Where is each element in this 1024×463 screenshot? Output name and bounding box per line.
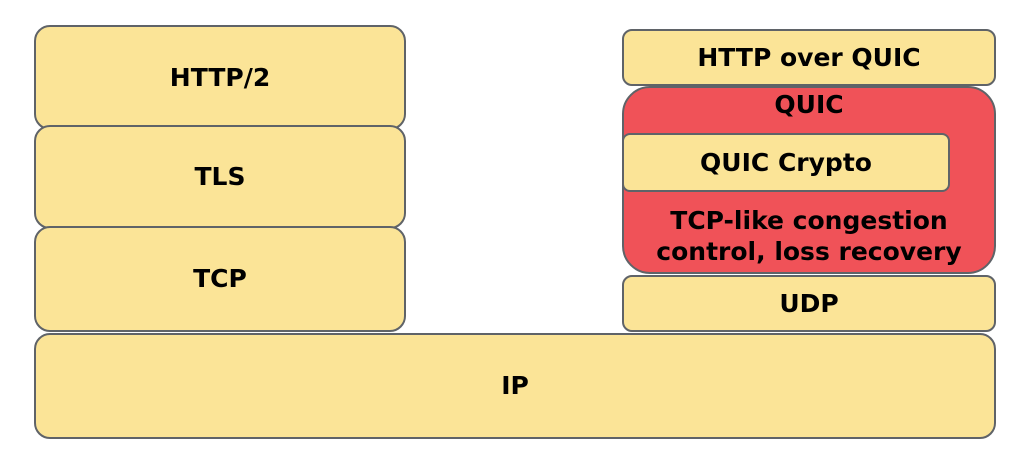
http2-layer: HTTP/2	[34, 25, 406, 130]
tcp-label: TCP	[193, 264, 247, 293]
quic-note-line-1: TCP-like congestion	[670, 205, 948, 235]
tls-label: TLS	[194, 162, 246, 191]
ip-layer: IP	[34, 333, 996, 439]
quic-note-line-2: control, loss recovery	[656, 237, 962, 266]
tcp-layer: TCP	[34, 226, 406, 332]
http-over-quic-label: HTTP over QUIC	[697, 42, 921, 72]
ip-label: IP	[501, 371, 529, 400]
quic-crypto-layer: QUIC Crypto	[622, 133, 950, 192]
quic-congestion-note: TCP-like congestion control, loss recove…	[625, 200, 993, 272]
quic-crypto-label: QUIC Crypto	[700, 147, 872, 177]
quic-label: QUIC	[774, 89, 844, 119]
http2-label: HTTP/2	[169, 62, 271, 92]
http-over-quic-layer: HTTP over QUIC	[622, 29, 996, 86]
tls-layer: TLS	[34, 125, 406, 229]
udp-layer: UDP	[622, 275, 996, 332]
udp-label: UDP	[779, 288, 839, 318]
